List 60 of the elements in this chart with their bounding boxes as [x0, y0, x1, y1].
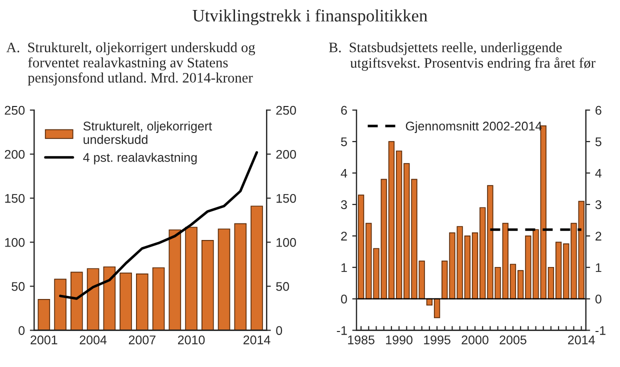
- bar: [234, 223, 247, 330]
- y-tick-label: 5: [341, 137, 347, 146]
- bar: [250, 206, 263, 330]
- y2-tick-label: 150: [276, 194, 296, 203]
- bar: [38, 299, 50, 330]
- text: Utviklingstrekk i finanspolitikken: [192, 9, 428, 26]
- x-tick-label: 2001: [30, 335, 58, 344]
- legend-label: Strukturelt, oljekorrigert underskudd: [83, 121, 212, 144]
- x-tick-label: 2005: [500, 335, 526, 344]
- chart-title: B. Statsbudsjettets reelle, underliggende utgiftsvekst. Prosentvis endring fra året før: [329, 42, 596, 71]
- bar: [86, 268, 100, 330]
- y-tick-label: 4: [340, 168, 348, 178]
- y-tick-label: 2: [341, 232, 347, 240]
- y2-tick-label: 3: [595, 200, 602, 210]
- x-tick-label: 1985: [348, 335, 374, 344]
- bar: [202, 240, 214, 330]
- chart-title: A. Strukturelt, oljekorrigert underskudd og forventet realavkastning av Statens pensjonsfond utland. Mrd. 2014-kroner: [6, 42, 256, 86]
- y2-tick-label: 1: [596, 263, 602, 272]
- bar: [152, 267, 165, 330]
- y-tick-label: 0: [341, 294, 347, 304]
- y-tick-label: 100: [5, 238, 25, 247]
- line-series: [59, 151, 258, 300]
- y2-tick-label: 100: [276, 238, 296, 247]
- x-tick-label: 2010: [178, 335, 205, 344]
- y-tick-label: 6: [341, 106, 347, 115]
- x-tick-label: 2014: [568, 335, 595, 344]
- bar: [136, 274, 148, 330]
- x-tick-label: 1990: [386, 335, 412, 344]
- y2-tick-label: 5: [595, 137, 602, 146]
- y-tick-label: 150: [5, 194, 25, 203]
- x-tick-label: 2007: [128, 335, 156, 344]
- bar: [103, 266, 116, 330]
- y-tick-label: 50: [12, 282, 25, 291]
- bar: [54, 278, 66, 330]
- bar: [185, 226, 198, 330]
- bar: [70, 272, 83, 330]
- y-tick-label: 3: [341, 200, 347, 210]
- y2-tick-label: 2: [596, 232, 602, 240]
- y-tick-label: 200: [4, 150, 25, 159]
- y2-tick-label: 50: [276, 282, 290, 291]
- bar: [120, 272, 132, 330]
- y2-tick-label: 250: [276, 106, 296, 115]
- y2-tick-label: -1: [595, 326, 606, 335]
- x-tick-label: 2014: [244, 335, 270, 344]
- y-tick-label: -1: [336, 326, 347, 335]
- y2-tick-label: 0: [276, 326, 282, 335]
- legend-label: Gjennomsnitt 2002-2014: [406, 121, 542, 133]
- y-tick-label: 1: [341, 263, 347, 272]
- x-tick-label: 1995: [424, 335, 450, 344]
- y-tick-label: 0: [18, 326, 25, 335]
- y2-tick-label: 200: [276, 150, 296, 159]
- bar: [168, 229, 182, 330]
- y2-tick-label: 0: [595, 294, 602, 304]
- x-tick-label: 2004: [80, 335, 107, 344]
- y-tick-label: 250: [4, 106, 25, 115]
- x-tick-label: 2000: [462, 335, 488, 344]
- legend-label: 4 pst. realavkastning: [83, 152, 197, 164]
- bar: [218, 228, 230, 330]
- y2-tick-label: 6: [596, 106, 602, 115]
- y2-tick-label: 4: [595, 168, 602, 178]
